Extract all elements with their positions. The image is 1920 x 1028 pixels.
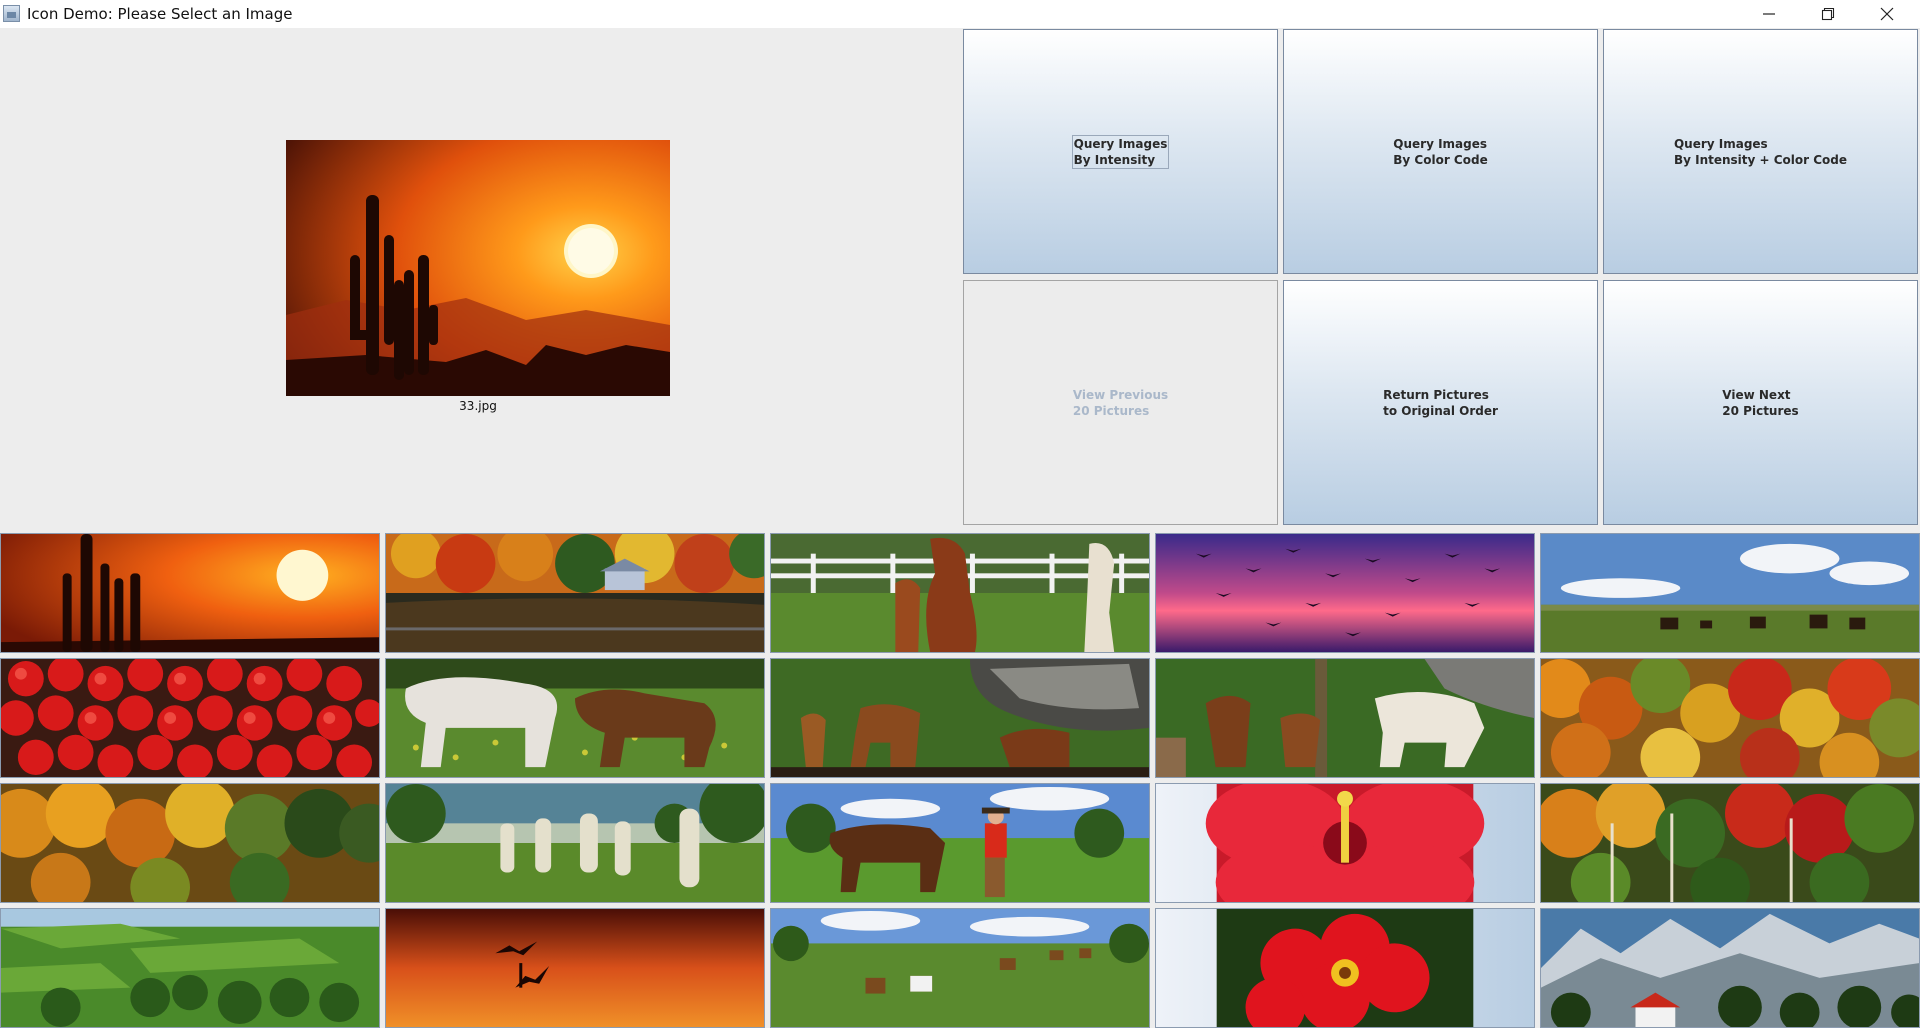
minimize-icon <box>1763 13 1775 15</box>
query-by-intensity-label: Query Images By Intensity <box>1071 134 1170 169</box>
thumbnail-button[interactable] <box>0 783 380 903</box>
thumbnail-button[interactable] <box>1155 783 1535 903</box>
thumbnail-button[interactable] <box>1540 533 1920 653</box>
thumbnail-button[interactable] <box>0 658 380 778</box>
thumbnail-button[interactable] <box>770 783 1150 903</box>
thumbnail-button[interactable] <box>1540 658 1920 778</box>
view-next-button[interactable]: View Next 20 Pictures <box>1603 280 1918 525</box>
query-by-intensity-button[interactable]: Query Images By Intensity <box>963 29 1278 274</box>
thumbnail-button[interactable] <box>770 533 1150 653</box>
thumbnail-button[interactable] <box>1540 908 1920 1028</box>
thumbnail-button[interactable] <box>1155 658 1535 778</box>
query-by-color-code-label: Query Images By Color Code <box>1393 136 1488 167</box>
restore-button[interactable] <box>1799 0 1857 28</box>
window-title: Icon Demo: Please Select an Image <box>27 5 293 23</box>
thumbnail-button[interactable] <box>0 908 380 1028</box>
thumbnail-button[interactable] <box>0 533 380 653</box>
java-app-icon <box>3 5 20 22</box>
return-original-order-label: Return Pictures to Original Order <box>1383 387 1498 418</box>
minimize-button[interactable] <box>1740 0 1798 28</box>
view-previous-label: View Previous 20 Pictures <box>1072 387 1169 418</box>
selected-image-preview <box>286 140 670 396</box>
window-client-area: 33.jpg Query Images By Intensity Query I… <box>0 28 1920 1028</box>
thumbnail-button[interactable] <box>385 783 765 903</box>
thumbnail-button[interactable] <box>385 658 765 778</box>
restore-icon <box>1821 7 1835 21</box>
view-previous-button[interactable]: View Previous 20 Pictures <box>963 280 1278 525</box>
return-original-order-button[interactable]: Return Pictures to Original Order <box>1283 280 1598 525</box>
query-by-intensity-and-color-button[interactable]: Query Images By Intensity + Color Code <box>1603 29 1918 274</box>
thumbnail-button[interactable] <box>770 658 1150 778</box>
selected-image-filename: 33.jpg <box>459 399 497 413</box>
thumbnail-button[interactable] <box>1540 783 1920 903</box>
close-icon <box>1880 7 1894 21</box>
thumbnail-button[interactable] <box>770 908 1150 1028</box>
close-button[interactable] <box>1858 0 1916 28</box>
thumbnail-button[interactable] <box>1155 908 1535 1028</box>
thumbnail-grid <box>0 533 1920 1028</box>
preview-panel: 33.jpg <box>0 28 962 533</box>
title-bar: Icon Demo: Please Select an Image <box>0 0 1920 28</box>
query-by-intensity-and-color-label: Query Images By Intensity + Color Code <box>1673 136 1848 167</box>
query-by-color-code-button[interactable]: Query Images By Color Code <box>1283 29 1598 274</box>
thumbnail-button[interactable] <box>385 908 765 1028</box>
view-next-label: View Next 20 Pictures <box>1722 387 1799 418</box>
thumbnail-button[interactable] <box>385 533 765 653</box>
thumbnail-button[interactable] <box>1155 533 1535 653</box>
